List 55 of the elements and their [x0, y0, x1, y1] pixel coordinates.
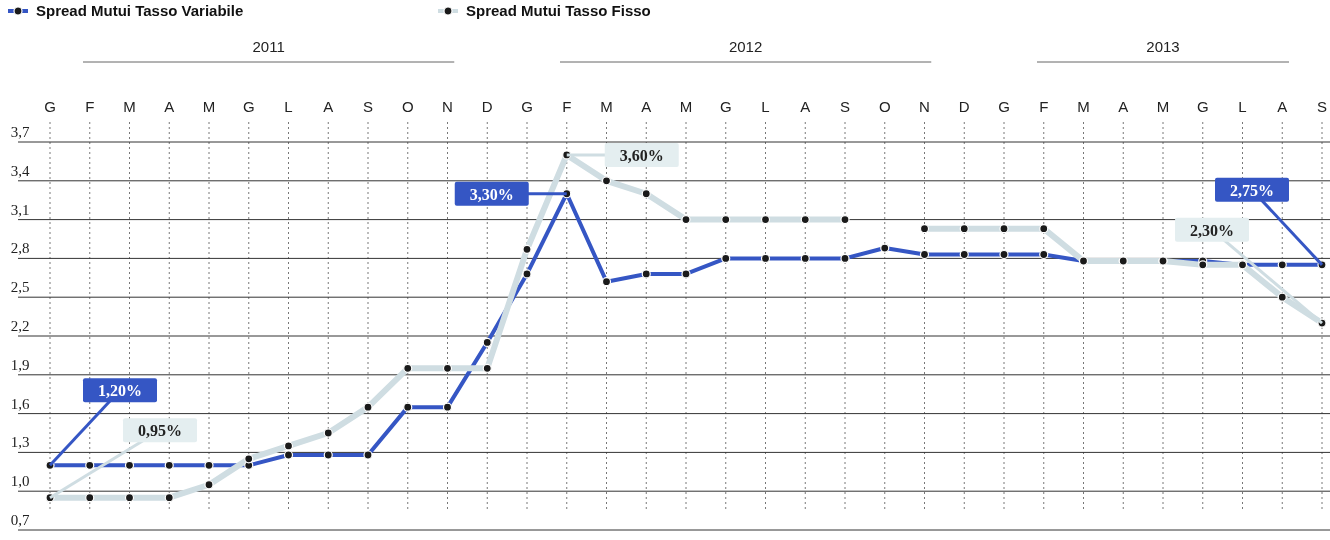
- y-tick-label: 0,7: [10, 512, 30, 528]
- x-tick-label: G: [719, 98, 732, 115]
- data-label: 3,60%: [619, 146, 664, 164]
- x-tick-label: O: [401, 98, 414, 115]
- legend-label: Spread Mutui Tasso Fisso: [466, 2, 651, 19]
- x-tick-label: G: [998, 98, 1010, 115]
- x-tick-label: G: [1196, 98, 1209, 115]
- x-tick-label: O: [878, 98, 891, 115]
- x-tick-label: F: [562, 98, 572, 115]
- x-tick-label: L: [284, 98, 293, 115]
- x-tick-label: A: [164, 98, 175, 115]
- legend-label: Spread Mutui Tasso Variabile: [36, 2, 244, 19]
- data-label: 0,95%: [138, 422, 182, 440]
- x-tick-label: L: [761, 98, 770, 115]
- y-tick-label: 1,6: [10, 395, 30, 412]
- x-tick-label: A: [1277, 98, 1288, 115]
- x-tick-label: F: [1039, 98, 1049, 115]
- y-tick-label: 2,5: [10, 279, 30, 296]
- text: 2012: [728, 38, 763, 55]
- x-tick-label: A: [323, 98, 334, 115]
- x-tick-label: D: [481, 98, 493, 115]
- y-tick-label: 3,4: [10, 162, 30, 179]
- x-tick-label: F: [85, 98, 95, 115]
- text: 2011: [252, 38, 285, 55]
- x-tick-label: G: [242, 98, 255, 115]
- x-tick-label: M: [123, 98, 136, 115]
- x-tick-label: M: [202, 98, 216, 115]
- x-tick-label: S: [362, 98, 374, 115]
- x-tick-label: A: [800, 98, 811, 115]
- x-tick-label: M: [679, 98, 693, 115]
- x-tick-label: A: [641, 98, 652, 115]
- y-tick-label: 2,8: [10, 240, 30, 257]
- x-tick-label: S: [839, 98, 851, 115]
- y-tick-label: 1,0: [10, 473, 30, 490]
- data-label: 1,20%: [98, 382, 142, 400]
- x-tick-label: L: [1238, 98, 1247, 115]
- y-tick-label: 1,3: [10, 434, 30, 451]
- x-tick-label: M: [600, 98, 613, 115]
- y-tick-label: 3,7: [10, 124, 30, 140]
- data-label: 3,30%: [469, 185, 514, 203]
- x-tick-label: M: [1156, 98, 1170, 115]
- data-label: 2,30%: [1190, 221, 1234, 239]
- y-tick-label: 3,1: [10, 201, 30, 218]
- x-tick-label: D: [958, 98, 970, 115]
- x-tick-label: S: [1316, 98, 1328, 115]
- y-tick-label: 2,2: [10, 318, 30, 334]
- text: 2013: [1146, 38, 1180, 55]
- x-tick-label: N: [919, 98, 930, 115]
- x-tick-label: A: [1118, 98, 1129, 115]
- x-tick-label: N: [442, 98, 453, 115]
- data-label: 2,75%: [1230, 181, 1274, 199]
- x-tick-label: G: [521, 98, 533, 115]
- y-tick-label: 1,9: [10, 356, 30, 373]
- x-tick-label: G: [44, 98, 56, 115]
- x-tick-label: M: [1077, 98, 1090, 115]
